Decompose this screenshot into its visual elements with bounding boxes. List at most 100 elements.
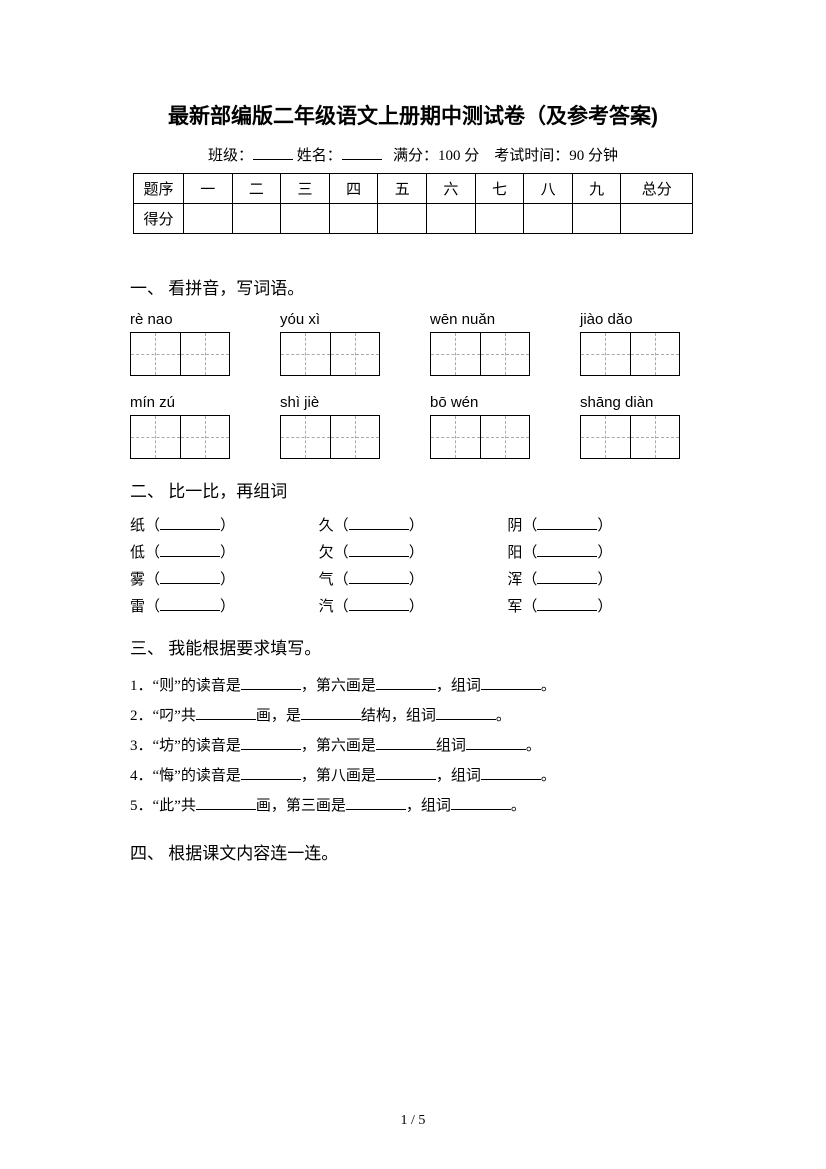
score-cell[interactable] (572, 204, 621, 234)
name-blank[interactable] (342, 144, 382, 160)
class-blank[interactable] (253, 144, 293, 160)
score-cell[interactable] (427, 204, 476, 234)
answer-blank[interactable] (160, 543, 220, 557)
compare-item: 雷（） (130, 595, 319, 616)
full-score: 满分：100 分 (393, 148, 479, 164)
score-cell[interactable] (621, 204, 693, 234)
answer-box-row (130, 332, 696, 376)
th: 题序 (134, 174, 184, 204)
th: 八 (524, 174, 573, 204)
char-grid[interactable] (430, 332, 530, 376)
th: 四 (329, 174, 378, 204)
q3-item: 3．“坊”的读音是，第六画是组词。 (130, 731, 696, 761)
compare-item: 气（） (319, 568, 508, 589)
q3-item: 2．“叼”共画，是结构，组词。 (130, 701, 696, 731)
answer-blank[interactable] (537, 570, 597, 584)
th: 六 (427, 174, 476, 204)
th: 总分 (621, 174, 693, 204)
score-cell[interactable] (524, 204, 573, 234)
section-2-title: 二、 比一比，再组词 (130, 477, 696, 502)
compare-item: 军（） (507, 595, 696, 616)
pinyin-row: rè nao yóu xì wēn nuǎn jiào dǎo (130, 311, 696, 328)
q3-item: 1．“则”的读音是，第六画是，组词。 (130, 671, 696, 701)
score-cell[interactable] (232, 204, 281, 234)
pinyin-label: yóu xì (280, 311, 380, 328)
th: 一 (184, 174, 233, 204)
answer-blank[interactable] (537, 597, 597, 611)
subtitle-line: 班级： 姓名： 满分：100 分 考试时间：90 分钟 (130, 144, 696, 165)
score-cell[interactable] (475, 204, 524, 234)
score-cell[interactable] (184, 204, 233, 234)
answer-box-row (130, 415, 696, 459)
answer-blank[interactable] (537, 543, 597, 557)
row-label: 得分 (134, 204, 184, 234)
pinyin-label: rè nao (130, 311, 230, 328)
answer-blank[interactable] (481, 676, 541, 690)
section-1-title: 一、 看拼音，写词语。 (130, 274, 696, 299)
answer-blank[interactable] (349, 570, 409, 584)
pinyin-label: bō wén (430, 394, 530, 411)
pinyin-label: mín zú (130, 394, 230, 411)
char-grid[interactable] (280, 332, 380, 376)
th: 三 (281, 174, 330, 204)
compare-item: 久（） (319, 514, 508, 535)
char-grid[interactable] (280, 415, 380, 459)
score-table: 题序 一 二 三 四 五 六 七 八 九 总分 得分 (133, 173, 693, 234)
score-cell[interactable] (329, 204, 378, 234)
pinyin-label: shāng diàn (580, 394, 680, 411)
compare-item: 纸（） (130, 514, 319, 535)
pinyin-label: jiào dǎo (580, 311, 680, 328)
char-grid[interactable] (580, 332, 680, 376)
pinyin-label: shì jiè (280, 394, 380, 411)
answer-blank[interactable] (376, 766, 436, 780)
answer-blank[interactable] (160, 516, 220, 530)
answer-blank[interactable] (241, 736, 301, 750)
th: 七 (475, 174, 524, 204)
score-cell[interactable] (378, 204, 427, 234)
compare-item: 雾（） (130, 568, 319, 589)
answer-blank[interactable] (537, 516, 597, 530)
answer-blank[interactable] (349, 516, 409, 530)
compare-item: 浑（） (507, 568, 696, 589)
page-title: 最新部编版二年级语文上册期中测试卷（及参考答案) (130, 100, 696, 130)
answer-blank[interactable] (301, 706, 361, 720)
section-4-title: 四、 根据课文内容连一连。 (130, 839, 696, 864)
score-cell[interactable] (281, 204, 330, 234)
q3-item: 4．“悔”的读音是，第八画是，组词。 (130, 761, 696, 791)
q3-item: 5．“此”共画，第三画是，组词。 (130, 791, 696, 821)
section-3-title: 三、 我能根据要求填写。 (130, 634, 696, 659)
compare-item: 汽（） (319, 595, 508, 616)
compare-item: 低（） (130, 541, 319, 562)
answer-blank[interactable] (436, 706, 496, 720)
compare-item: 欠（） (319, 541, 508, 562)
table-row: 得分 (134, 204, 693, 234)
page-number: 1 / 5 (0, 1113, 826, 1129)
answer-blank[interactable] (481, 766, 541, 780)
answer-blank[interactable] (376, 736, 436, 750)
answer-blank[interactable] (241, 766, 301, 780)
class-label: 班级： (208, 148, 253, 164)
pinyin-row: mín zú shì jiè bō wén shāng diàn (130, 394, 696, 411)
char-grid[interactable] (130, 415, 230, 459)
answer-blank[interactable] (349, 543, 409, 557)
q3-list: 1．“则”的读音是，第六画是，组词。 2．“叼”共画，是结构，组词。 3．“坊”… (130, 671, 696, 821)
pinyin-label: wēn nuǎn (430, 311, 530, 328)
answer-blank[interactable] (466, 736, 526, 750)
exam-time: 考试时间：90 分钟 (494, 148, 618, 164)
name-label: 姓名： (297, 148, 342, 164)
answer-blank[interactable] (160, 570, 220, 584)
char-grid[interactable] (430, 415, 530, 459)
char-grid[interactable] (580, 415, 680, 459)
answer-blank[interactable] (346, 796, 406, 810)
answer-blank[interactable] (241, 676, 301, 690)
answer-blank[interactable] (160, 597, 220, 611)
compare-grid: 纸（） 久（） 阴（） 低（） 欠（） 阳（） 雾（） 气（） 浑（） 雷（） … (130, 514, 696, 616)
answer-blank[interactable] (196, 706, 256, 720)
compare-item: 阳（） (507, 541, 696, 562)
answer-blank[interactable] (349, 597, 409, 611)
answer-blank[interactable] (376, 676, 436, 690)
th: 二 (232, 174, 281, 204)
answer-blank[interactable] (451, 796, 511, 810)
char-grid[interactable] (130, 332, 230, 376)
answer-blank[interactable] (196, 796, 256, 810)
